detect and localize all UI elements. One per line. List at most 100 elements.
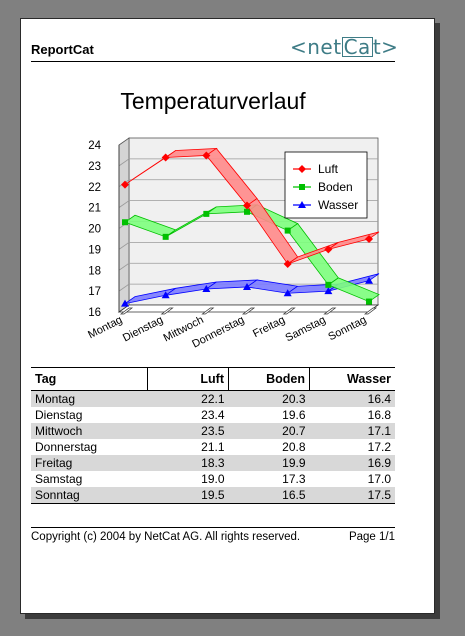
table-cell-value: 17.1 (309, 423, 395, 439)
x-tick-mark (241, 307, 256, 315)
table-cell-value: 21.1 (201, 440, 225, 454)
col-header-tag: Tag (31, 367, 148, 391)
x-tick-mark (282, 307, 296, 315)
table-cell-day: Mittwoch (31, 423, 148, 439)
table-cell-day: Freitag (31, 455, 148, 471)
marker-boden (284, 227, 291, 234)
legend-marker (299, 184, 305, 190)
y-tick-label: 19 (88, 244, 101, 256)
legend-label-boden: Boden (318, 180, 353, 194)
table-cell-value: 20.7 (228, 423, 310, 439)
table-cell-value: 16.8 (367, 408, 391, 422)
marker-wasser (365, 276, 374, 284)
table-row: Sonntag 19.5 16.5 17.5 (31, 487, 395, 504)
table-cell-value: 23.5 (147, 423, 229, 439)
table-row: Donnerstag 21.1 20.8 17.2 (31, 439, 395, 455)
footer-rule (31, 527, 395, 528)
grid-line-side (118, 262, 130, 271)
marker-luft (283, 259, 292, 268)
table-cell-value: 17.3 (282, 472, 306, 486)
table-row: Samstag 19.0 17.3 17.0 (31, 471, 395, 487)
x-tick-label: Dienstag (121, 314, 165, 344)
table-cell-day: Montag (31, 390, 148, 407)
table-cell-value: 19.6 (282, 408, 306, 422)
data-table-wrap: Tag Luft Boden Wasser Montag 22.1 20.3 16.4… (31, 367, 395, 504)
marker-wasser (283, 289, 292, 297)
marker-luft (161, 153, 170, 162)
report-title: ReportCat (31, 42, 94, 57)
table-cell-value: 19.0 (201, 472, 225, 486)
y-tick-label: 16 (88, 307, 101, 319)
temperature-chart: Temperaturverlauf 16 17 18 19 20 21 22 23 24 Mont… (31, 84, 395, 364)
grid-line-side (118, 200, 130, 208)
x-tick-mark (323, 307, 337, 315)
chart-title: Temperaturverlauf (120, 88, 306, 114)
grid-line-side (118, 242, 130, 250)
marker-boden (203, 210, 210, 217)
grid-line-side (118, 158, 130, 167)
marker-boden (366, 298, 373, 305)
table-cell-day: Samstag (35, 472, 83, 486)
y-tick-label: 20 (88, 224, 101, 236)
chart-plot: 161718192021222324MontagDienstagMittwoch… (86, 137, 380, 350)
table-row: Freitag 18.3 19.9 16.9 (31, 455, 395, 471)
col-header-boden: Boden (228, 367, 310, 391)
table-cell-value: 20.8 (282, 440, 306, 454)
legend-marker (298, 201, 306, 208)
marker-luft (121, 180, 129, 189)
plot-floor (117, 304, 380, 313)
table-cell-value: 22.1 (147, 390, 229, 407)
footer-copyright: Copyright (c) 2004 by NetCat AG. All rig… (31, 531, 301, 543)
grid-line-side (118, 283, 130, 292)
marker-wasser (161, 291, 170, 299)
footer-page-number: Page 1/1 (348, 531, 395, 543)
table-cell-value: 17.2 (367, 440, 391, 454)
marker-luft (365, 234, 374, 243)
marker-wasser (324, 287, 333, 295)
marker-boden (244, 208, 251, 215)
table-cell-value: 19.9 (228, 455, 310, 471)
y-tick-label: 22 (88, 182, 101, 194)
table-cell-day: Donnerstag (35, 440, 98, 454)
series-ribbon-luft (328, 231, 380, 250)
x-tick-mark (119, 307, 134, 315)
x-tick-mark (160, 307, 174, 315)
netcat-logo: <net Ca t> (290, 35, 399, 59)
col-header-wasser: Wasser (309, 367, 395, 391)
table-cell-value: 16.9 (309, 455, 395, 471)
series-ribbon-boden (327, 277, 380, 303)
table-cell-day: Dienstag (35, 408, 83, 422)
x-tick-label: Samstag (284, 314, 328, 344)
table-row: Dienstag 23.4 19.6 16.8 (31, 407, 395, 423)
table-row: Mittwoch 23.5 20.7 17.1 (31, 423, 395, 439)
table-cell-value: 17.0 (367, 472, 391, 486)
table-cell-value: 16.4 (309, 390, 395, 407)
marker-wasser (202, 285, 211, 293)
y-tick-label: 18 (88, 265, 101, 277)
legend-label-wasser: Wasser (318, 198, 358, 212)
marker-boden (162, 233, 169, 240)
y-tick-label: 17 (88, 286, 101, 298)
marker-wasser (243, 282, 252, 290)
marker-luft (324, 245, 333, 254)
legend-label-luft: Luft (318, 162, 339, 176)
table-cell-day: Sonntag (31, 487, 148, 504)
marker-boden (325, 281, 332, 288)
data-table: Tag Luft Boden Wasser Montag 22.1 20.3 16.4… (31, 367, 395, 504)
table-cell-value: 16.5 (228, 487, 310, 504)
header-rule (31, 61, 395, 62)
x-tick-label: Sonntag (326, 314, 368, 343)
y-tick-label: 24 (88, 140, 101, 152)
marker-luft (243, 201, 252, 210)
report-page (20, 18, 435, 614)
legend-marker (298, 165, 306, 173)
y-tick-label: 23 (88, 161, 101, 173)
table-header-row: Tag Luft Boden Wasser (31, 367, 395, 391)
x-tick-mark (201, 307, 215, 315)
table-cell-value: 20.3 (228, 390, 310, 407)
table-cell-value: 19.5 (147, 487, 229, 504)
y-tick-label: 21 (88, 203, 101, 215)
x-tick-label: Freitag (251, 314, 287, 340)
table-cell-value: 17.5 (309, 487, 395, 504)
table-cell-value: 23.4 (201, 408, 225, 422)
